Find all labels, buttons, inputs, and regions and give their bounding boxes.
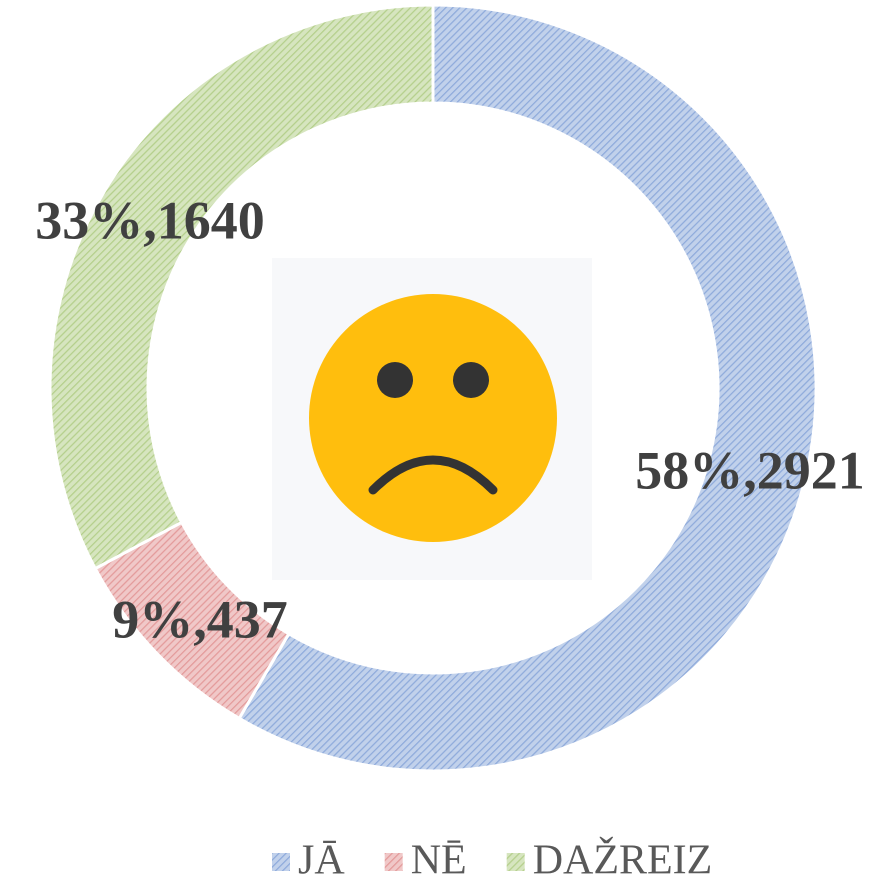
legend-swatch <box>272 853 290 871</box>
emoji-mouth <box>368 455 498 495</box>
emoji-face <box>309 294 557 542</box>
data-labels: 58%,2921 9%,437 33%,1640 <box>35 190 865 649</box>
emoji <box>272 258 592 580</box>
legend-label: NĒ <box>411 838 467 884</box>
slice <box>237 3 818 773</box>
data-label: 9%,437 <box>112 589 288 649</box>
emoji-eye <box>377 362 413 398</box>
emoji-eye <box>453 362 489 398</box>
data-label: 58%,2921 <box>635 440 865 500</box>
data-label: 33%,1640 <box>35 190 265 250</box>
slice <box>48 3 435 571</box>
legend-swatch <box>506 853 525 871</box>
legend: JĀ NĒ DAŽREIZ <box>272 837 712 884</box>
donut <box>48 3 818 773</box>
legend-label: DAŽREIZ <box>533 837 713 884</box>
legend-label: JĀ <box>298 838 345 884</box>
legend-swatch <box>384 853 403 871</box>
